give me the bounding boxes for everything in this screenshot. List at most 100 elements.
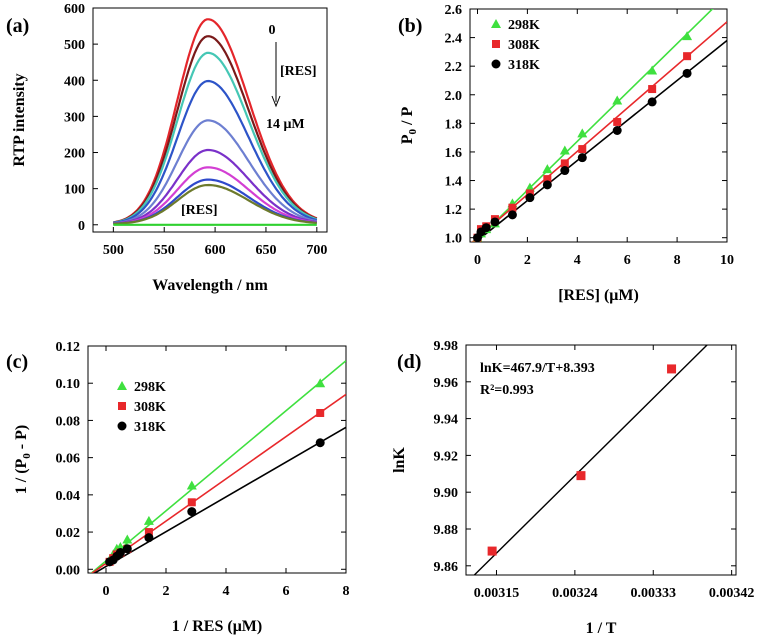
legend-marker [117, 381, 127, 390]
data-point [613, 117, 622, 126]
data-point [648, 85, 657, 94]
y-tick-label: 0.12 [56, 340, 81, 355]
y-tick-label: 0.00 [56, 563, 81, 578]
data-point [525, 193, 535, 203]
spectrum-line [113, 35, 318, 224]
data-point [316, 408, 325, 417]
y-axis-label: lnK [391, 447, 408, 473]
data-point [315, 378, 326, 388]
legend-label: 318K [508, 58, 540, 73]
panel-label: (c) [6, 351, 28, 373]
data-point [647, 97, 657, 107]
spectrum-line [113, 51, 318, 224]
panel-b: (b) 0 2 4 6 8 10 1.0 1.2 1.4 1.6 1.8 2.0 2.2 2.4 2.6 [RE… [398, 3, 734, 304]
panel-label: (a) [6, 15, 29, 37]
y-tick-label: 1.2 [445, 203, 463, 218]
data-point [542, 164, 553, 174]
x-tick-label: 2 [524, 253, 531, 268]
data-point [667, 364, 677, 374]
x-tick-label: 6 [283, 584, 290, 599]
data-point [559, 145, 570, 155]
legend-marker [491, 19, 501, 28]
x-tick-label: 8 [674, 253, 681, 268]
panel-label: (b) [398, 15, 422, 37]
y-tick-label: 1.0 [445, 232, 463, 247]
legend-label: 318K [134, 420, 166, 435]
annotation-bottom: [RES] [181, 203, 218, 218]
equation-label: lnK=467.9/T+8.393 [480, 361, 595, 376]
data-point [122, 534, 133, 544]
data-point [682, 31, 693, 41]
y-tick-label: 300 [64, 110, 85, 125]
x-tick-label: 0.00333 [631, 586, 677, 601]
data-point [507, 210, 517, 220]
data-point [187, 498, 196, 507]
y-axis-label: P0 / P [399, 107, 419, 145]
y-tick-label: 2.2 [445, 60, 463, 75]
x-tick-label: 0.00315 [474, 586, 520, 601]
legend-marker [118, 402, 126, 410]
data-point [647, 65, 658, 75]
y-tick-label: 200 [64, 147, 85, 162]
y-tick-label: 400 [64, 74, 85, 89]
y-tick-label: 100 [64, 183, 85, 198]
data-point [186, 480, 197, 490]
y-tick-label: 0 [78, 219, 85, 234]
x-tick-label: 0.00342 [709, 586, 755, 601]
y-tick-label: 500 [64, 38, 85, 53]
data-point [542, 180, 552, 190]
spectrum-line [113, 183, 317, 225]
spectrum-line [113, 148, 317, 225]
data-point [487, 546, 497, 556]
panel-label: (d) [397, 351, 421, 373]
legend-marker [491, 59, 501, 69]
data-point [508, 203, 517, 212]
r-squared-label: R²=0.993 [480, 383, 534, 398]
data-point [560, 166, 570, 176]
spectrum-line [113, 79, 318, 224]
y-tick-label: 9.86 [434, 560, 459, 575]
y-tick-label: 2.4 [445, 32, 463, 47]
x-axis-label: 1 / RES (μM) [172, 618, 262, 635]
legend-marker [492, 40, 500, 48]
annotation-res: [RES] [280, 64, 317, 79]
data-point [144, 533, 154, 543]
y-tick-label: 9.88 [434, 523, 459, 538]
plot-frame [92, 7, 328, 233]
x-tick-label: 4 [223, 584, 230, 599]
x-tick-label: 500 [103, 243, 124, 258]
legend-marker [117, 421, 127, 431]
y-tick-label: 0.06 [56, 452, 81, 467]
y-tick-label: 1.4 [445, 175, 463, 190]
y-tick-label: 2.0 [445, 89, 463, 104]
x-tick-label: 700 [306, 243, 327, 258]
panel-a: (a) 500 550 600 650 700 0 100 200 300 400 500 600 Wav… [6, 2, 328, 294]
data-point [115, 548, 125, 558]
y-tick-label: 0.10 [56, 377, 81, 392]
data-point [187, 507, 197, 517]
data-point [577, 153, 587, 163]
data-point [144, 528, 153, 537]
plot-frame [465, 344, 737, 576]
y-axis-label: RTP intensity [11, 73, 28, 166]
data-point [576, 471, 586, 481]
data-point [560, 159, 569, 168]
x-axis-label: [RES] (μM) [558, 287, 639, 304]
data-point [481, 223, 491, 233]
panel-c: (c) 0 2 4 6 8 0.00 0.02 0.04 0.06 0.08 0.10 0.12 1 / … [6, 340, 350, 635]
x-tick-label: 600 [205, 243, 226, 258]
y-tick-label: 9.96 [434, 376, 459, 391]
y-axis-label: 1 / (P0 - P) [13, 425, 33, 494]
x-tick-label: 0 [474, 253, 481, 268]
x-tick-label: 2 [163, 584, 170, 599]
x-tick-label: 8 [343, 584, 350, 599]
y-tick-label: 9.92 [434, 449, 459, 464]
arrow-head [271, 95, 281, 108]
y-tick-label: 0.04 [56, 489, 81, 504]
legend-label: 298K [508, 18, 540, 33]
y-tick-label: 2.6 [445, 3, 463, 18]
y-tick-label: 9.94 [434, 413, 459, 428]
y-tick-label: 9.90 [434, 486, 459, 501]
y-tick-label: 1.6 [445, 146, 463, 161]
